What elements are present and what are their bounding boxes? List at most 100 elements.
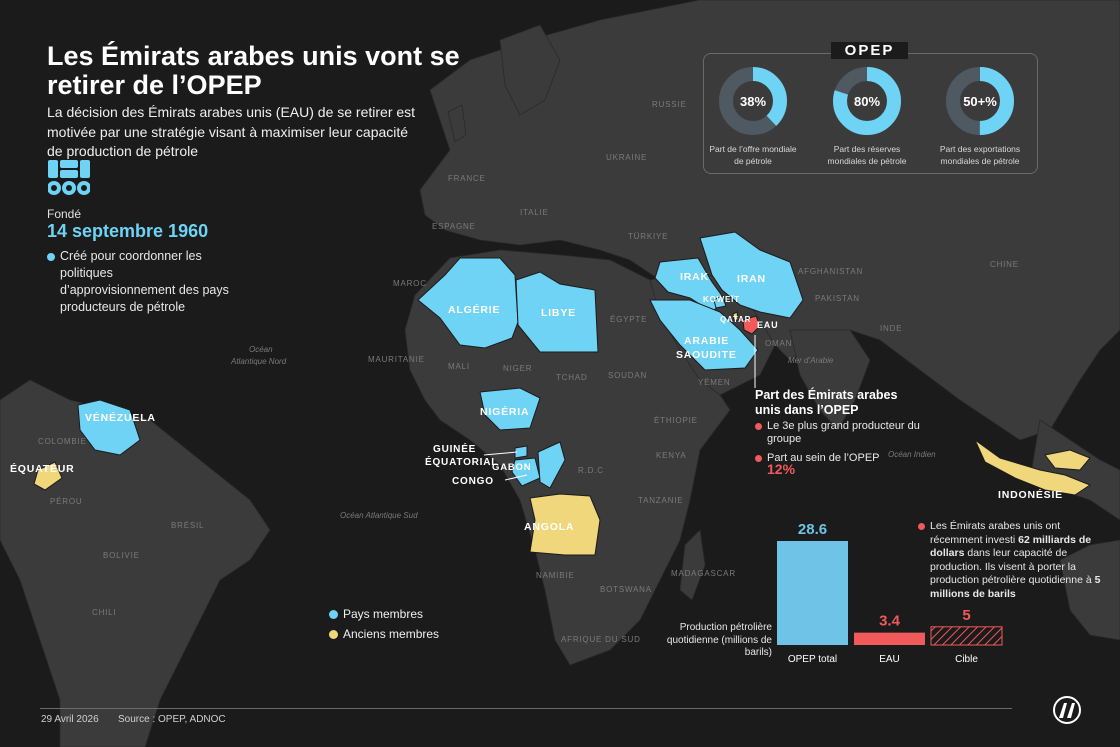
footer-source: Source : OPEP, ADNOC	[118, 714, 226, 725]
label-colombie: COLOMBIE	[38, 437, 87, 446]
stat-supply: 38% Part de l’offre mondiale de pétrole	[697, 66, 809, 167]
label-ocean: Océan	[249, 345, 273, 354]
bar-category-label-3: Cible	[955, 654, 978, 665]
angola-shape	[529, 493, 601, 556]
member-labels: ALGÉRIE LIBYE IRAK IRAN KOWEÏT ARABIE SA…	[10, 271, 1063, 533]
founding-purpose: Créé pour coordonner les politiques d’ap…	[47, 248, 230, 316]
donut-arc-exports	[946, 67, 1014, 135]
stat-value-supply: 38%	[740, 94, 766, 109]
caption-line-2: mondiales de pétrole	[827, 156, 907, 166]
former-member-countries	[33, 311, 1092, 556]
label-espagne: ESPAGNE	[432, 222, 476, 231]
stat-caption-reserves: Part des réserves mondiales de pétrole	[811, 143, 923, 167]
bar-value-label-1: 28.6	[798, 521, 827, 538]
anadolu-agency-logo	[1053, 696, 1081, 724]
label-equatorial: ÉQUATORIAL	[425, 455, 498, 468]
label-saoudite: SAOUDITE	[676, 349, 737, 361]
ecuador-shape	[33, 461, 63, 491]
label-kenya: KENYA	[656, 451, 687, 460]
label-mauritanie: MAURITANIE	[368, 355, 425, 364]
libya-shape	[515, 271, 599, 353]
caption-line-1: Part des réserves	[833, 144, 901, 154]
opec-logo	[48, 160, 90, 195]
label-venezuela: VÉNÉZUELA	[85, 411, 156, 424]
label-ethiopie: ÉTHIOPIE	[654, 416, 698, 425]
bullet-dot	[918, 523, 925, 530]
legend-members: Pays membres	[329, 607, 423, 621]
opep-stats-title: OPEP	[831, 42, 908, 59]
donut-arc-reserves	[833, 67, 901, 135]
uae-share-value: 12%	[767, 461, 796, 477]
investment-note: Les Émirats arabes unis ont récemment in…	[918, 520, 1110, 601]
bar-category-label-2: EAU	[879, 654, 900, 665]
stat-caption-supply: Part de l’offre mondiale de pétrole	[697, 143, 809, 167]
label-atlantique-nord: Atlantique Nord	[230, 357, 287, 366]
label-chili: CHILI	[92, 608, 116, 617]
label-afrique-du-sud: AFRIQUE DU SUD	[561, 635, 641, 644]
stat-exports: 50+% Part des exportations mondiales de …	[924, 66, 1036, 167]
label-irak: IRAK	[680, 271, 709, 283]
production-axis-label: Production pétrolière quotidienne (milli…	[666, 622, 772, 658]
footer-date: 29 Avril 2026	[41, 714, 99, 725]
uae-item-share: Part au sein de l’OPEP	[755, 452, 937, 465]
iran-shape	[699, 231, 804, 319]
label-mali: MALI	[448, 362, 470, 371]
label-namibie: NAMIBIE	[536, 571, 575, 580]
label-leaders	[483, 335, 756, 481]
indonesia-shape	[973, 438, 1092, 496]
bar-2	[854, 632, 925, 645]
label-arabie: ARABIE	[684, 335, 729, 347]
donut-arc-supply	[719, 67, 787, 135]
stat-value-reserves: 80%	[854, 94, 880, 109]
label-italie: ITALIE	[520, 208, 549, 217]
saudi-arabia-shape	[649, 299, 759, 371]
caption-line-1: Part de l’offre mondiale	[709, 144, 797, 154]
stat-caption-exports: Part des exportations mondiales de pétro…	[924, 143, 1036, 167]
bullet-dot	[755, 455, 762, 462]
label-france: FRANCE	[448, 174, 486, 183]
page-title: Les Émirats arabes unis vont se retirer …	[47, 41, 460, 100]
uae-shape	[742, 315, 761, 335]
label-maroc: MAROC	[393, 279, 427, 288]
label-congo: CONGO	[452, 476, 494, 487]
label-soudan: SOUDAN	[608, 371, 647, 380]
label-oman: OMAN	[765, 339, 792, 348]
legend-former-text: Anciens membres	[343, 627, 440, 641]
label-bolivie: BOLIVIE	[103, 551, 140, 560]
uae-item-producer-text: Le 3e plus grand producteur du groupe	[767, 420, 920, 445]
label-libye: LIBYE	[541, 307, 576, 319]
label-tanzanie: TANZANIE	[638, 496, 683, 505]
label-indonesie: INDONÉSIE	[998, 488, 1063, 501]
investment-text-2: dans leur capacité de production. Ils vi…	[930, 547, 1095, 586]
caption-line-1: Part des exportations	[939, 144, 1021, 154]
legend-former-swatch	[329, 630, 338, 639]
founding-purpose-text: Créé pour coordonner les politiques d’ap…	[60, 249, 229, 314]
label-ukraine: UKRAINE	[606, 153, 647, 162]
label-chine: CHINE	[990, 260, 1019, 269]
venezuela-shape	[77, 399, 141, 456]
label-eau: EAU	[757, 320, 778, 330]
label-iran: IRAN	[737, 273, 766, 285]
equatorial-guinea-shape	[514, 445, 528, 459]
nigeria-shape	[479, 387, 541, 431]
country-labels: RUSSIE UKRAINE FRANCE ITALIE ESPAGNE TÜR…	[38, 100, 1019, 644]
label-koweit: KOWEÏT	[703, 295, 740, 304]
caption-line-2: mondiales de pétrole	[940, 156, 1020, 166]
label-atlantique-sud: Océan Atlantique Sud	[340, 511, 418, 520]
label-ocean-indien: Océan Indien	[888, 450, 936, 459]
bar-value-label-3: 5	[962, 607, 970, 624]
bullet-dot	[755, 423, 762, 430]
bar-category-label-1: OPEP total	[788, 654, 837, 665]
bar-1	[777, 541, 848, 645]
label-pakistan: PAKISTAN	[815, 294, 860, 303]
label-rdc: R.D.C	[578, 466, 604, 475]
stat-reserves: 80% Part des réserves mondiales de pétro…	[811, 66, 923, 167]
label-niger: NIGER	[503, 364, 532, 373]
congo-shape	[537, 441, 566, 489]
label-angola: ANGOLA	[524, 521, 574, 533]
label-guinee: GUINÉE	[433, 442, 476, 455]
qatar-shape	[732, 311, 739, 321]
donut-supply: 38%	[719, 67, 787, 135]
